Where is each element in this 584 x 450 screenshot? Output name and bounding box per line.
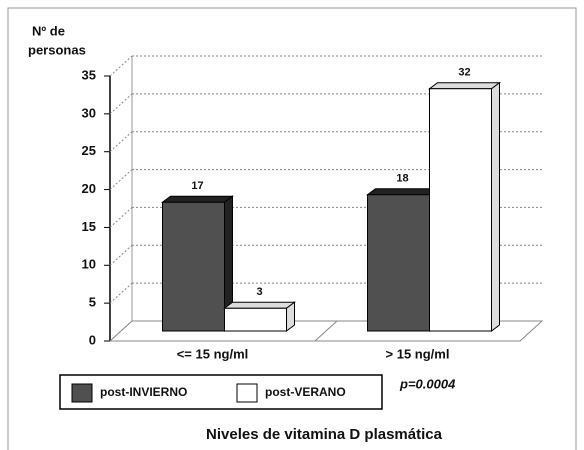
- grid-line: [109, 207, 133, 228]
- annotation: p=0.0004: [399, 376, 456, 391]
- bar: [224, 307, 287, 332]
- y-tick-label: 30: [82, 105, 96, 120]
- value-label: 17: [191, 180, 203, 192]
- grid-line: [109, 131, 133, 153]
- value-label: 32: [458, 67, 470, 79]
- grid-line: [109, 282, 133, 304]
- x-label: Niveles de vitamina D plasmática: [206, 426, 443, 443]
- y-label: personas: [28, 42, 86, 57]
- y-label: Nº de: [32, 23, 65, 38]
- grid-line: [109, 169, 133, 190]
- legend: [59, 374, 383, 410]
- value-label: 18: [396, 173, 408, 185]
- y-tick-label: 0: [89, 332, 96, 347]
- bar-top: [161, 195, 234, 203]
- legend-label: post-VERANO: [265, 385, 346, 399]
- y-tick-label: 15: [82, 219, 96, 234]
- x-tick-label: > 15 ng/ml: [386, 346, 450, 361]
- bar-top: [366, 188, 439, 196]
- y-tick-label: 25: [82, 143, 96, 158]
- y-tick-label: 35: [82, 67, 96, 82]
- bar: [367, 194, 430, 332]
- y-tick-label: 5: [89, 295, 96, 310]
- grid-line: [109, 93, 133, 115]
- x-tick-label: <= 15 ng/ml: [177, 346, 249, 361]
- bar: [162, 201, 225, 332]
- bar-side: [491, 81, 500, 332]
- legend-swatch: [236, 383, 258, 403]
- grid-line: [109, 244, 133, 266]
- bar: [429, 88, 492, 332]
- y-tick-label: 10: [82, 257, 96, 272]
- legend-swatch: [71, 383, 93, 403]
- frame: [7, 7, 577, 450]
- legend-label: post-INVIERNO: [100, 385, 187, 399]
- grid-line: [109, 55, 133, 77]
- y-tick-label: 20: [82, 181, 96, 196]
- bar-top: [223, 301, 296, 309]
- floor-divider: [314, 320, 338, 342]
- value-label: 3: [256, 286, 262, 298]
- grid-line: [109, 320, 133, 342]
- bar-top: [428, 82, 501, 90]
